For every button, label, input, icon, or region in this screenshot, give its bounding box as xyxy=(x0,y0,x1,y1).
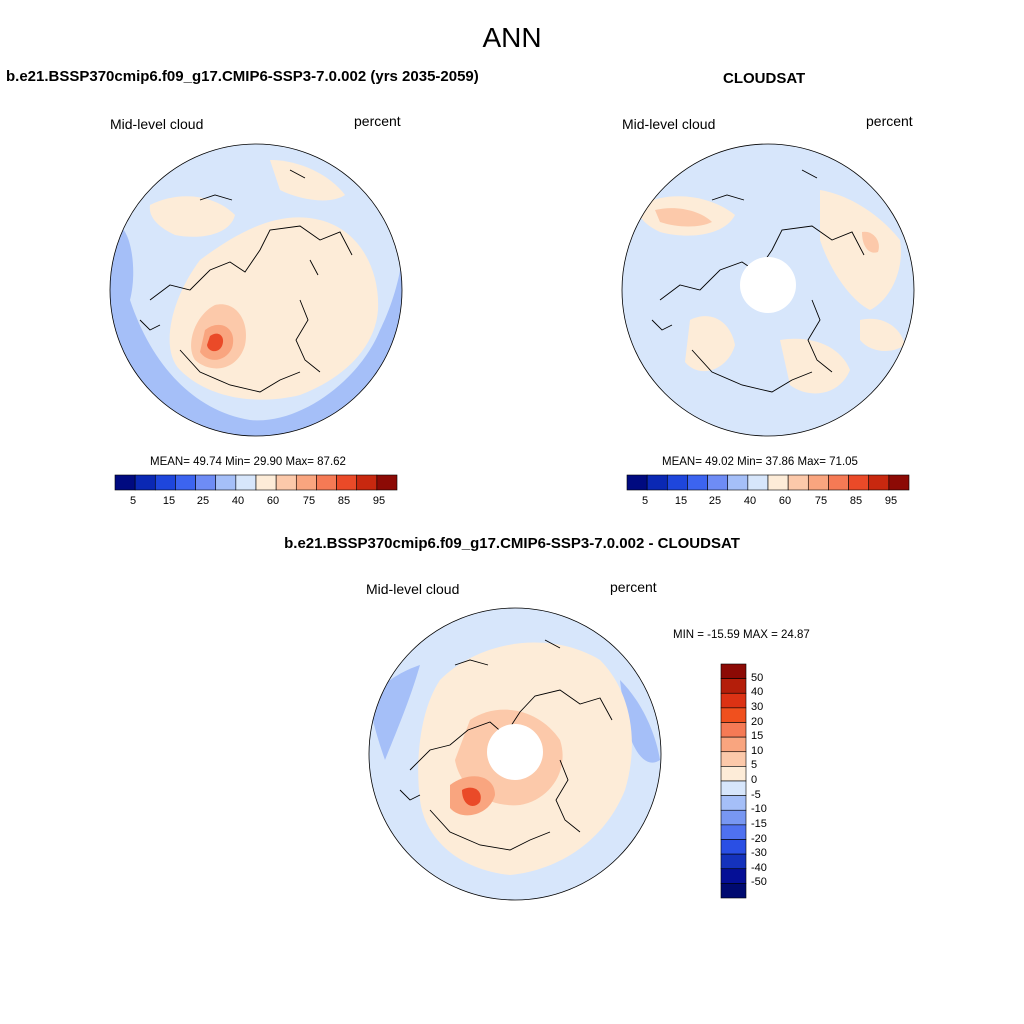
colorbar-cell xyxy=(687,474,708,491)
colorbar-cell xyxy=(720,853,747,870)
panel2-variable-label: Mid-level cloud xyxy=(622,116,716,132)
colorbar-tick-label: 95 xyxy=(884,495,898,507)
panel3-variable-label: Mid-level cloud xyxy=(366,581,460,597)
colorbar-tick-label: 60 xyxy=(778,495,792,507)
panel2-stats: MEAN= 49.02 Min= 37.86 Max= 71.05 xyxy=(662,456,858,468)
colorbar-tick-label: 50 xyxy=(751,671,764,684)
colorbar-tick-label: 75 xyxy=(814,495,828,507)
colorbar-tick-label: 40 xyxy=(743,495,757,507)
colorbar-tick-label: 5 xyxy=(129,495,137,507)
colorbar-cell xyxy=(275,474,297,491)
panel1-map xyxy=(109,143,403,437)
colorbar-cell xyxy=(720,883,747,899)
colorbar-cell xyxy=(114,474,136,491)
colorbar-cell xyxy=(666,474,688,491)
colorbar-tick-label: 95 xyxy=(372,495,386,507)
colorbar-cell xyxy=(316,474,337,491)
colorbar-cell xyxy=(295,474,317,491)
colorbar-cell xyxy=(626,474,648,491)
colorbar-cell xyxy=(720,663,747,679)
colorbar-cell xyxy=(720,766,747,782)
colorbar-tick-label: -30 xyxy=(751,847,767,860)
colorbar-cell xyxy=(848,474,870,491)
colorbar-cell xyxy=(720,692,747,709)
colorbar-tick-label: -10 xyxy=(751,803,767,816)
colorbar-cell xyxy=(175,474,196,491)
colorbar-cell xyxy=(720,707,747,723)
colorbar-tick-label: 5 xyxy=(641,495,649,507)
colorbar-cell xyxy=(356,474,378,491)
colorbar-cell xyxy=(720,736,747,753)
colorbar-tick-label: 10 xyxy=(751,744,764,757)
panel1-units-label: percent xyxy=(354,113,401,129)
colorbar-cell xyxy=(134,474,156,491)
colorbar-cell xyxy=(720,809,747,826)
colorbar-tick-label: 85 xyxy=(337,495,351,507)
colorbar-cell xyxy=(828,474,849,491)
colorbar-tick-label: -15 xyxy=(751,817,767,830)
panel1-colorbar xyxy=(114,474,398,491)
colorbar-cell xyxy=(215,474,237,491)
colorbar-cell xyxy=(235,474,257,491)
colorbar-cell xyxy=(195,474,217,491)
colorbar-tick-label: 25 xyxy=(196,495,210,507)
colorbar-cell xyxy=(868,474,890,491)
colorbar-cell xyxy=(707,474,729,491)
colorbar-tick-label: 75 xyxy=(302,495,316,507)
panel3-minmax: MIN = -15.59 MAX = 24.87 xyxy=(673,629,810,641)
colorbar-tick-label: 15 xyxy=(162,495,176,507)
colorbar-tick-label: -50 xyxy=(751,876,767,889)
colorbar-cell xyxy=(720,678,747,694)
colorbar-cell xyxy=(646,474,668,491)
colorbar-tick-label: -5 xyxy=(751,788,761,801)
colorbar-tick-label: 15 xyxy=(751,730,764,743)
colorbar-cell xyxy=(787,474,809,491)
colorbar-tick-label: -40 xyxy=(751,861,767,874)
main-title: ANN xyxy=(482,22,542,53)
panel3-map xyxy=(368,607,662,901)
colorbar-cell xyxy=(255,474,277,491)
colorbar-tick-label: -20 xyxy=(751,832,767,845)
colorbar-cell xyxy=(720,751,747,767)
colorbar-tick-label: 60 xyxy=(266,495,280,507)
colorbar-tick-label: 15 xyxy=(674,495,688,507)
panel3-title: b.e21.BSSP370cmip6.f09_g17.CMIP6-SSP3-7.… xyxy=(284,535,740,552)
panel2-map xyxy=(621,143,915,437)
colorbar-cell xyxy=(747,474,769,491)
panel2-colorbar xyxy=(626,474,910,491)
panel1-title: b.e21.BSSP370cmip6.f09_g17.CMIP6-SSP3-7.… xyxy=(6,68,479,85)
panel3-units-label: percent xyxy=(610,579,657,595)
colorbar-tick-label: 5 xyxy=(751,759,758,772)
panel1-stats: MEAN= 49.74 Min= 29.90 Max= 87.62 xyxy=(150,456,346,468)
colorbar-cell xyxy=(720,868,747,884)
colorbar-tick-label: 0 xyxy=(751,774,758,786)
colorbar-tick-label: 20 xyxy=(751,715,764,728)
colorbar-cell xyxy=(720,839,747,855)
colorbar-tick-label: 40 xyxy=(751,686,764,699)
colorbar-cell xyxy=(720,824,747,840)
colorbar-cell xyxy=(720,780,747,796)
colorbar-cell xyxy=(720,795,747,811)
colorbar-cell xyxy=(888,474,910,491)
colorbar-cell xyxy=(336,474,358,491)
colorbar-tick-label: 25 xyxy=(708,495,722,507)
panel1-variable-label: Mid-level cloud xyxy=(110,116,204,132)
colorbar-tick-label: 40 xyxy=(231,495,245,507)
colorbar-cell xyxy=(727,474,749,491)
colorbar-cell xyxy=(376,474,398,491)
colorbar-cell xyxy=(154,474,176,491)
colorbar-tick-label: 85 xyxy=(849,495,863,507)
colorbar-cell xyxy=(720,722,747,738)
colorbar-cell xyxy=(767,474,789,491)
panel2-units-label: percent xyxy=(866,113,913,129)
colorbar-tick-label: 30 xyxy=(751,700,764,713)
panel3-colorbar xyxy=(720,663,747,899)
panel2-title: CLOUDSAT xyxy=(723,70,806,87)
colorbar-cell xyxy=(807,474,829,491)
